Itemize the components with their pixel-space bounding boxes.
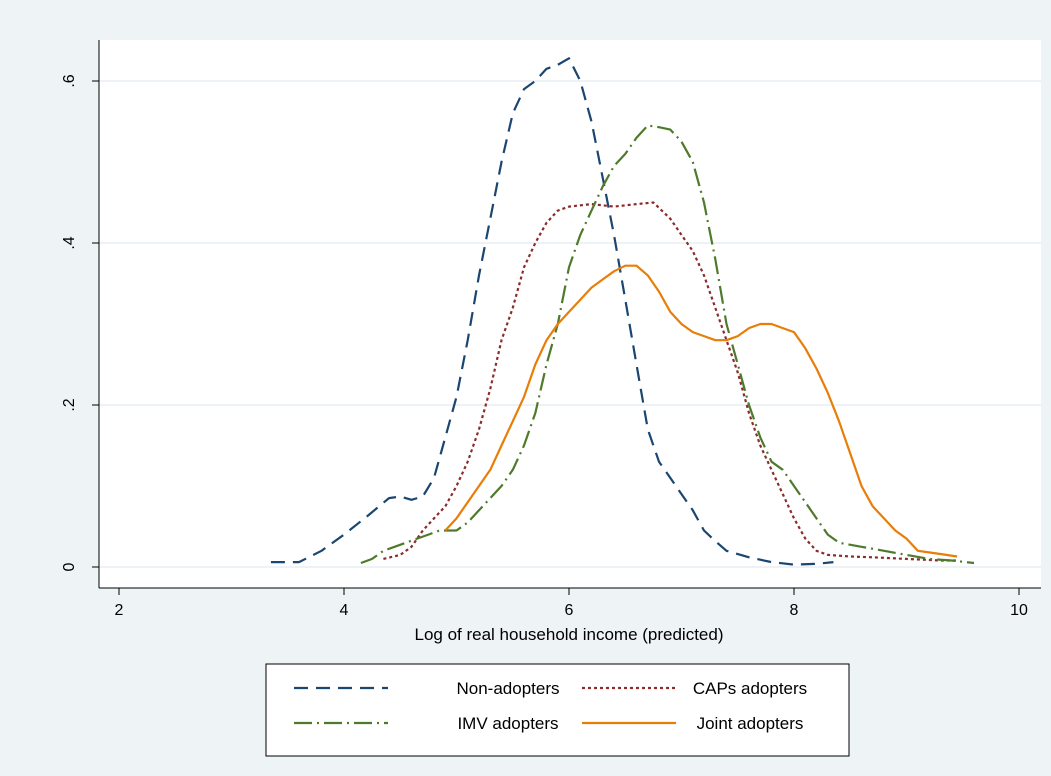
axes — [98, 40, 1041, 589]
gridlines — [99, 80, 1041, 568]
legend-label-non-adopters: Non-adopters — [456, 679, 559, 698]
legend-label-joint-adopters: Joint adopters — [697, 714, 804, 733]
y-tick-label: .4 — [61, 236, 78, 249]
legend-box — [265, 663, 850, 757]
x-tick-label: 4 — [340, 602, 349, 619]
x-tick-label: 8 — [790, 602, 799, 619]
series-line-caps-adopters — [383, 201, 958, 562]
series-line-joint-adopters — [444, 264, 958, 558]
series-line-imv-adopters — [360, 124, 975, 565]
x-tick-label: 2 — [115, 602, 124, 619]
legend-label-caps-adopters: CAPs adopters — [693, 679, 807, 698]
legend: Non-adopters CAPs adopters IMV adopters Joi… — [265, 663, 850, 757]
y-tick-label: .2 — [61, 398, 78, 411]
plot-area — [99, 40, 1041, 588]
x-axis-ticks: 2 4 6 8 10 — [115, 588, 1028, 619]
x-tick-label: 6 — [565, 602, 574, 619]
y-tick-label: .6 — [61, 74, 78, 87]
x-axis-title: Log of real household income (predicted) — [414, 625, 723, 644]
series-lines — [270, 57, 975, 566]
legend-label-imv-adopters: IMV adopters — [457, 714, 558, 733]
y-axis-ticks: 0 .2 .4 .6 — [61, 74, 99, 571]
x-tick-label: 10 — [1010, 602, 1028, 619]
series-line-non-adopters — [270, 57, 834, 566]
y-tick-label: 0 — [61, 562, 78, 571]
